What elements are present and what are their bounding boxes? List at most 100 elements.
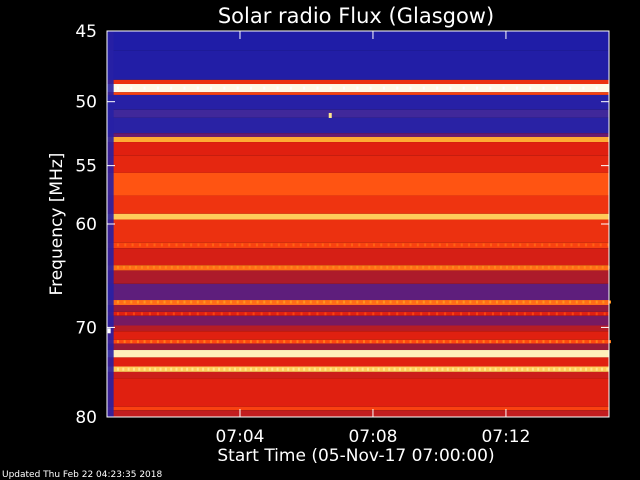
heatmap-band <box>107 50 609 80</box>
heatmap-band <box>107 155 609 173</box>
heatmap-speckle <box>271 367 274 371</box>
heatmap-band <box>107 315 609 326</box>
heatmap-speckle <box>569 367 572 371</box>
heatmap-speckle <box>176 300 179 304</box>
heatmap-speckle <box>456 300 459 304</box>
heatmap-speckle <box>402 340 405 344</box>
heatmap-speckle <box>409 86 412 90</box>
heatmap-speckle <box>446 265 449 269</box>
heatmap-speckle <box>203 340 206 344</box>
heatmap-speckle <box>393 367 396 371</box>
heatmap-speckle <box>558 367 561 371</box>
heatmap-band <box>107 343 609 351</box>
heatmap-speckle <box>416 300 419 304</box>
heatmap-speckle <box>263 300 266 304</box>
heatmap-speckle <box>541 243 544 247</box>
heatmap-speckle <box>223 300 226 304</box>
heatmap-speckle <box>468 243 471 247</box>
heatmap-speckle <box>590 367 593 371</box>
heatmap-speckle <box>382 340 385 344</box>
heatmap-band <box>107 283 609 301</box>
heatmap-speckle <box>502 340 505 344</box>
heatmap-speckle <box>255 367 258 371</box>
heatmap-speckle <box>547 265 550 269</box>
heatmap-speckle <box>583 265 586 269</box>
heatmap-speckle <box>254 265 257 269</box>
heatmap-speckle <box>303 86 306 90</box>
heatmap-speckle <box>493 265 496 269</box>
heatmap-speckle <box>469 340 472 344</box>
heatmap-speckle <box>502 300 505 304</box>
heatmap-speckle <box>529 265 532 269</box>
heatmap-speckle <box>233 243 236 247</box>
heatmap-speckle <box>555 300 558 304</box>
heatmap-speckle <box>533 243 536 247</box>
y-axis-ticks: 45 50 55 60 70 80 <box>75 22 609 428</box>
heatmap-speckle <box>203 300 206 304</box>
heatmap-speckle <box>190 300 193 304</box>
heatmap-speckle <box>505 367 508 371</box>
heatmap-speckle <box>256 340 259 344</box>
heatmap-speckle <box>348 312 351 316</box>
heatmap-speckle <box>150 340 153 344</box>
heatmap-speckle <box>236 312 239 316</box>
heatmap-speckle <box>228 367 231 371</box>
heatmap-speckle <box>356 265 359 269</box>
heatmap-speckle <box>482 340 485 344</box>
heatmap-speckle <box>398 265 401 269</box>
heatmap-speckle <box>499 367 502 371</box>
heatmap-speckle <box>422 86 425 90</box>
heatmap-band <box>107 92 609 95</box>
heatmap-speckle <box>260 312 263 316</box>
heatmap-speckle <box>308 367 311 371</box>
heatmap-speckle <box>409 300 412 304</box>
x-axis-ticks: 07:04 07:08 07:12 <box>215 31 530 447</box>
heatmap-speckle <box>422 265 425 269</box>
heatmap-speckle <box>344 265 347 269</box>
heatmap-speckle <box>143 300 146 304</box>
heatmap-speckle <box>343 86 346 90</box>
heatmap-speckle <box>515 367 518 371</box>
heatmap-speckle <box>329 300 332 304</box>
heatmap-speckle <box>579 367 582 371</box>
heatmap-speckle <box>176 340 179 344</box>
heatmap-speckle <box>140 312 143 316</box>
heatmap-hot-spot <box>107 328 111 334</box>
heatmap-speckle <box>499 312 502 316</box>
heatmap-speckle <box>220 312 223 316</box>
heatmap-speckle <box>170 340 173 344</box>
heatmap-speckle <box>362 265 365 269</box>
heatmap-speckle <box>122 265 125 269</box>
heatmap-speckle <box>547 367 550 371</box>
heatmap-speckle <box>362 340 365 344</box>
heatmap-speckle <box>475 243 478 247</box>
heatmap-speckle <box>276 367 279 371</box>
heatmap-speckle <box>431 243 434 247</box>
heatmap-speckle <box>116 367 119 371</box>
heatmap-speckle <box>571 312 574 316</box>
heatmap-speckle <box>168 243 171 247</box>
heatmap-speckle <box>535 340 538 344</box>
heatmap-speckle <box>230 265 233 269</box>
heatmap-speckle <box>158 265 161 269</box>
heatmap-speckle <box>577 243 580 247</box>
heatmap-speckle <box>491 312 494 316</box>
heatmap-speckle <box>559 265 562 269</box>
heatmap-speckle <box>424 243 427 247</box>
heatmap-speckle <box>386 265 389 269</box>
heatmap-speckle <box>483 367 486 371</box>
heatmap-band <box>107 410 609 417</box>
heatmap-speckle <box>535 300 538 304</box>
heatmap-speckle <box>456 340 459 344</box>
heatmap-speckle <box>319 367 322 371</box>
heatmap-speckle <box>562 340 565 344</box>
x-tick-label: 07:12 <box>481 427 530 447</box>
heatmap-speckle <box>469 300 472 304</box>
heatmap-speckle <box>266 265 269 269</box>
heatmap-speckle <box>134 265 137 269</box>
heatmap-speckle <box>436 340 439 344</box>
heatmap-speckle <box>368 265 371 269</box>
heatmap-hot-spot <box>328 112 332 118</box>
heatmap-speckle <box>547 312 550 316</box>
heatmap-speckle <box>256 300 259 304</box>
